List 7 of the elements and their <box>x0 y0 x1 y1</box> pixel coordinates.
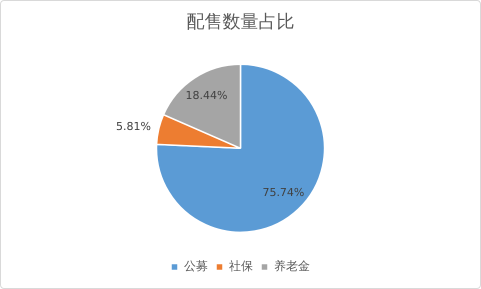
data-label: 5.81% <box>116 120 151 134</box>
legend-label: 公募 <box>184 259 208 274</box>
data-label: 18.44% <box>185 89 228 102</box>
data-label: 75.74% <box>262 186 304 200</box>
legend-label: 养老金 <box>274 259 310 274</box>
legend-label: 社保 <box>229 259 253 274</box>
chart-title: 配售数量占比 <box>186 11 294 32</box>
